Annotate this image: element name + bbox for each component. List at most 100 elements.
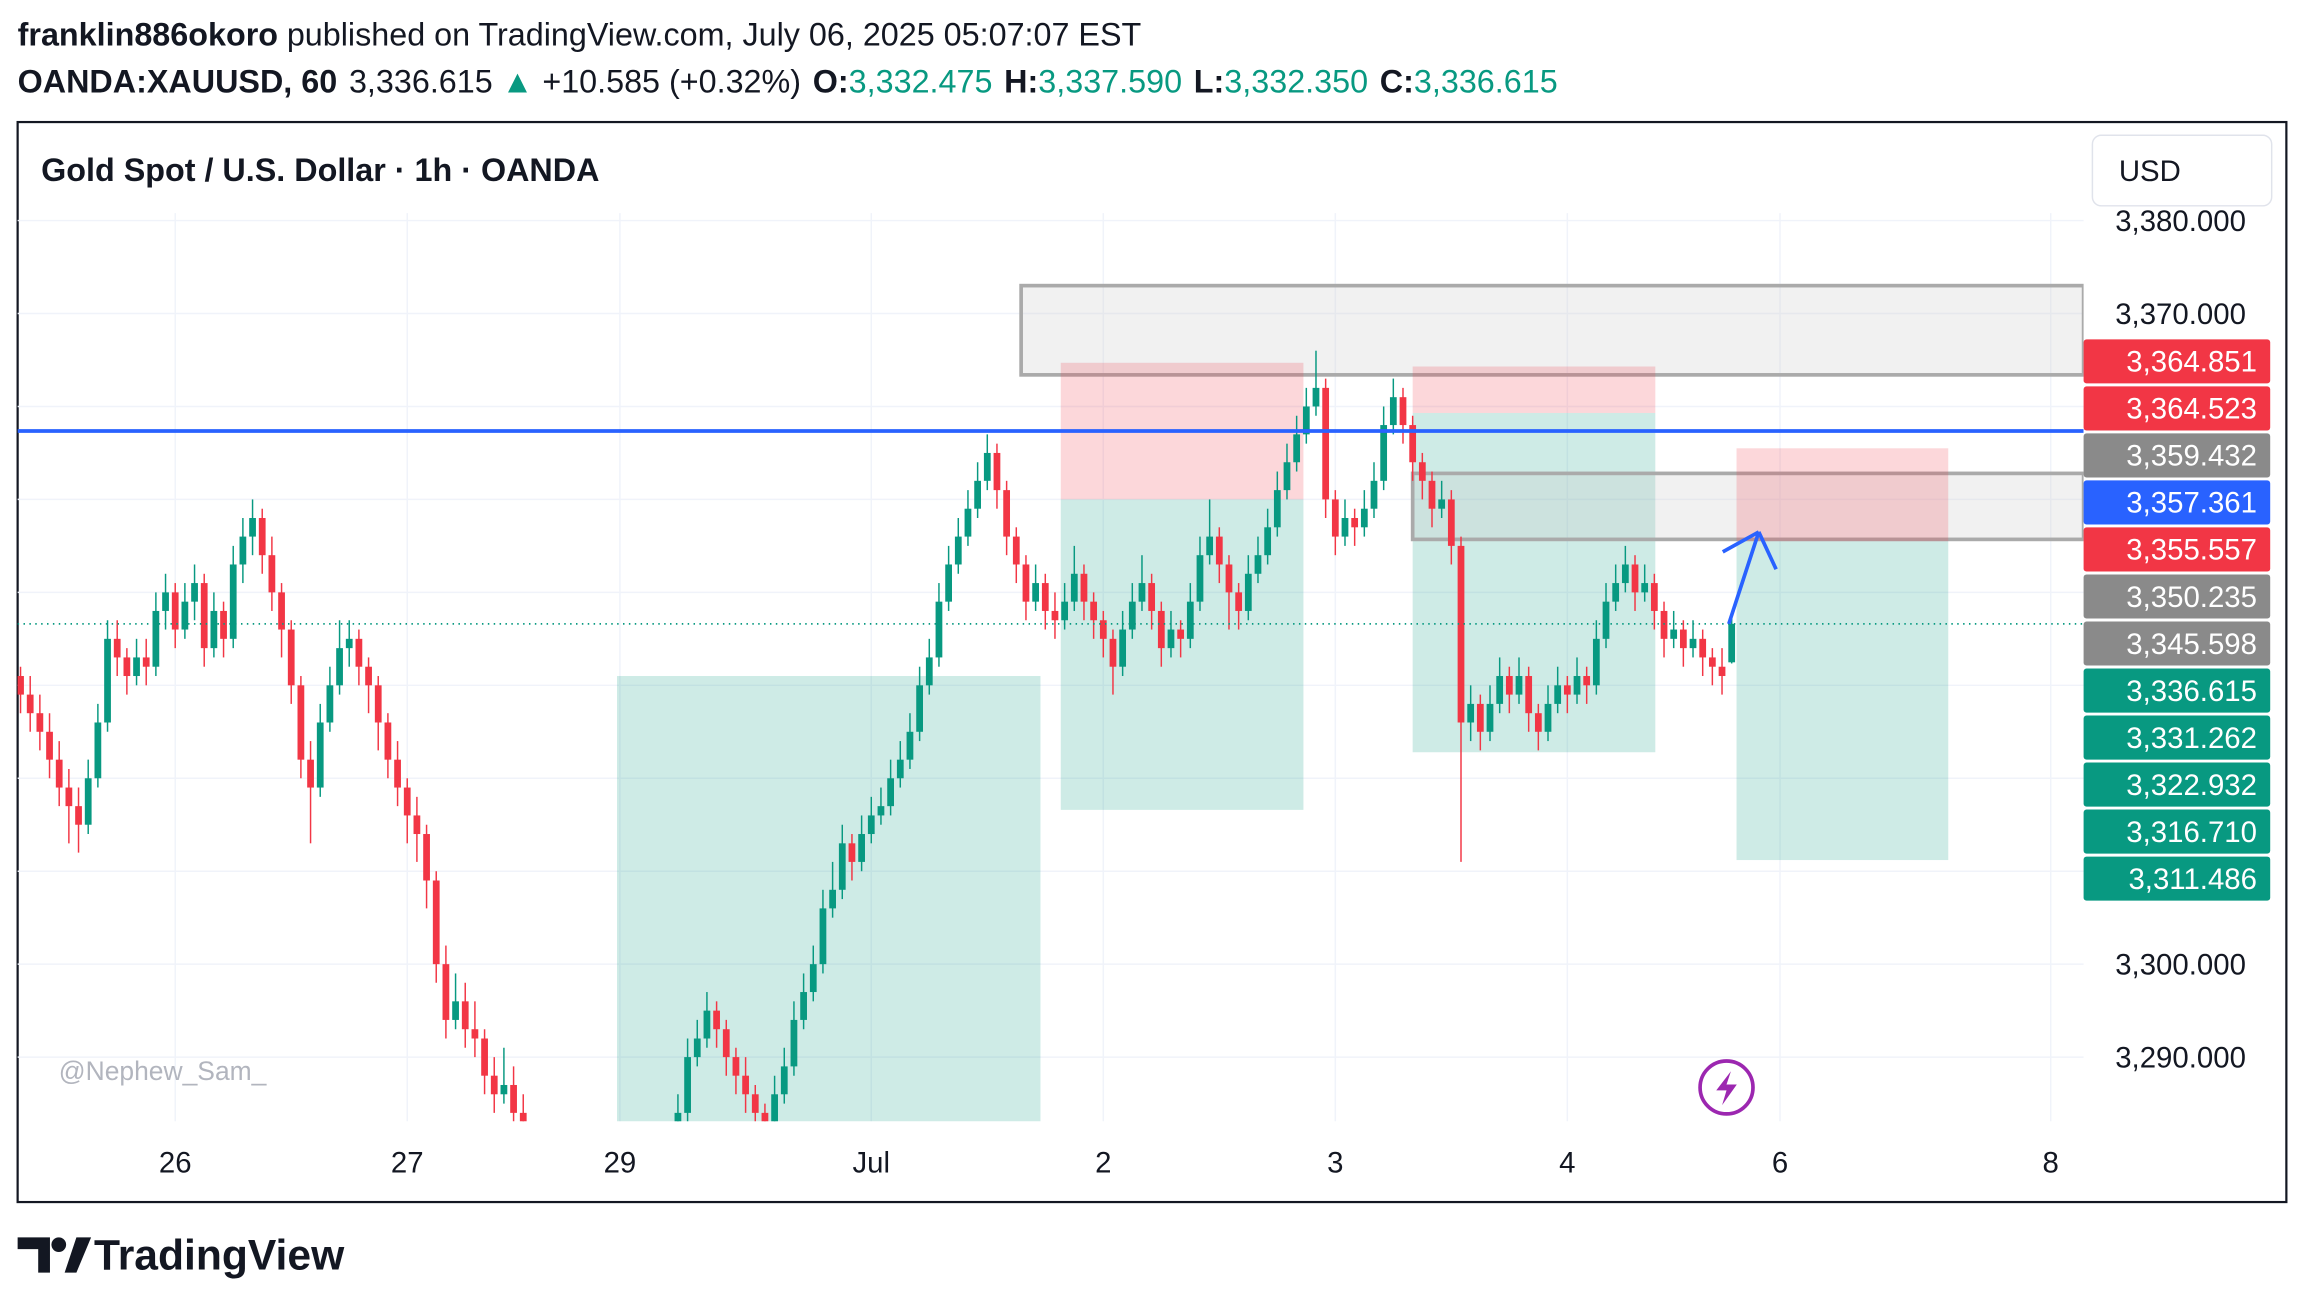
candle-body	[461, 1001, 469, 1030]
y-tick-label: 3,370.000	[2115, 298, 2246, 331]
candle-body	[1283, 462, 1291, 491]
candle-body	[1254, 555, 1262, 574]
plot	[17, 283, 2084, 1243]
candle-body	[964, 508, 972, 537]
x-tick-label: 8	[2043, 1147, 2059, 1180]
candle-body	[1679, 629, 1687, 649]
candle-body	[877, 806, 885, 816]
price-tag-label: 3,357.361	[2126, 487, 2257, 520]
candle-body	[1196, 555, 1204, 602]
price-tag-label: 3,316.710	[2126, 816, 2257, 849]
candle-body	[326, 685, 334, 723]
ohlc-key: L:	[1194, 64, 1225, 100]
candle-body	[171, 592, 179, 630]
candle-body	[490, 1075, 498, 1095]
candle-body	[1708, 657, 1716, 667]
candle-body	[75, 806, 82, 825]
candle-body	[336, 648, 343, 686]
candle-body	[1293, 434, 1301, 463]
candle-body	[771, 1094, 778, 1122]
currency-button[interactable]	[2091, 134, 2273, 207]
candle-body	[510, 1084, 517, 1113]
tv-logo	[17, 1237, 92, 1273]
change: +10.585 (+0.32%)	[542, 64, 801, 100]
price: 3,336.615	[349, 64, 493, 100]
candle-body	[1380, 425, 1388, 481]
x-tick-label: 3	[1327, 1147, 1343, 1180]
price-tag	[2083, 809, 2271, 854]
candle-body	[1418, 462, 1426, 481]
price-tag-label: 3,311.486	[2128, 863, 2257, 896]
candle-body	[394, 759, 401, 788]
x-tick-label: Jul	[852, 1147, 890, 1180]
candle-body	[210, 610, 218, 649]
candle-body	[1051, 610, 1059, 621]
x-tick-label: 26	[159, 1147, 192, 1180]
currency[interactable]: USD	[2119, 155, 2181, 188]
candle-body	[200, 583, 208, 649]
candle-body	[355, 638, 363, 667]
candle-body	[1563, 685, 1571, 695]
candle-body	[249, 518, 256, 537]
candle-body	[925, 657, 933, 686]
lightning-icon	[1698, 1059, 1755, 1116]
candle-body	[239, 536, 247, 565]
arrow-shaft	[1727, 531, 1761, 625]
candle-body	[935, 601, 943, 658]
candle-body	[1641, 583, 1649, 593]
candle-body	[36, 713, 44, 732]
candle-body	[1428, 480, 1436, 509]
candle-body	[867, 815, 875, 835]
candle-body	[65, 787, 73, 807]
candle-body	[1457, 545, 1465, 723]
candle-body	[568, 1215, 575, 1224]
ohlc-key: O:	[813, 64, 849, 100]
candle-body	[1331, 499, 1339, 537]
ohlc-key: C:	[1380, 64, 1414, 100]
arrow-head	[1757, 531, 1778, 571]
candle-body	[1621, 564, 1629, 584]
ohlc-key: H:	[1004, 64, 1038, 100]
candle-body	[1573, 676, 1581, 695]
candle-body	[471, 1029, 479, 1039]
candle-body	[1583, 676, 1591, 686]
candle-body	[452, 1001, 459, 1020]
candle-body	[1012, 536, 1020, 565]
candle-body	[1650, 583, 1658, 611]
candle-body	[945, 564, 952, 602]
candle-body	[1631, 564, 1639, 593]
candle-body	[1157, 610, 1165, 649]
publish-line: franklin886okoro published on TradingView…	[18, 17, 1142, 53]
candle-body	[1206, 536, 1214, 556]
candle-body	[674, 1112, 682, 1122]
candle-body	[1090, 601, 1098, 621]
candle-body	[693, 1038, 701, 1058]
price-tag	[2083, 621, 2271, 666]
candle-body	[597, 1234, 604, 1243]
candle-body	[751, 1094, 759, 1113]
candle-body	[838, 843, 846, 890]
candle-body	[1496, 676, 1504, 704]
candle-body	[1360, 508, 1368, 528]
price-tag-label: 3,345.598	[2126, 628, 2257, 661]
candle-body	[684, 1057, 691, 1113]
candle-body	[1670, 629, 1678, 639]
candle-body	[1699, 638, 1707, 658]
candle-body	[916, 685, 923, 732]
candle-body	[278, 592, 285, 630]
x-tick-label: 29	[604, 1147, 637, 1180]
candle-body	[46, 731, 53, 760]
zone	[1736, 541, 1949, 861]
candle-body	[1244, 573, 1252, 611]
chart-frame	[16, 120, 2288, 1204]
candle-body	[780, 1066, 788, 1095]
zone	[1019, 283, 2084, 377]
candle-body	[1351, 518, 1359, 528]
candle-body	[1409, 425, 1417, 463]
candle-body	[1689, 638, 1697, 649]
candle-body	[345, 638, 353, 649]
candle-body	[896, 759, 904, 779]
candle-body	[790, 1019, 798, 1067]
candle-body	[133, 657, 140, 677]
